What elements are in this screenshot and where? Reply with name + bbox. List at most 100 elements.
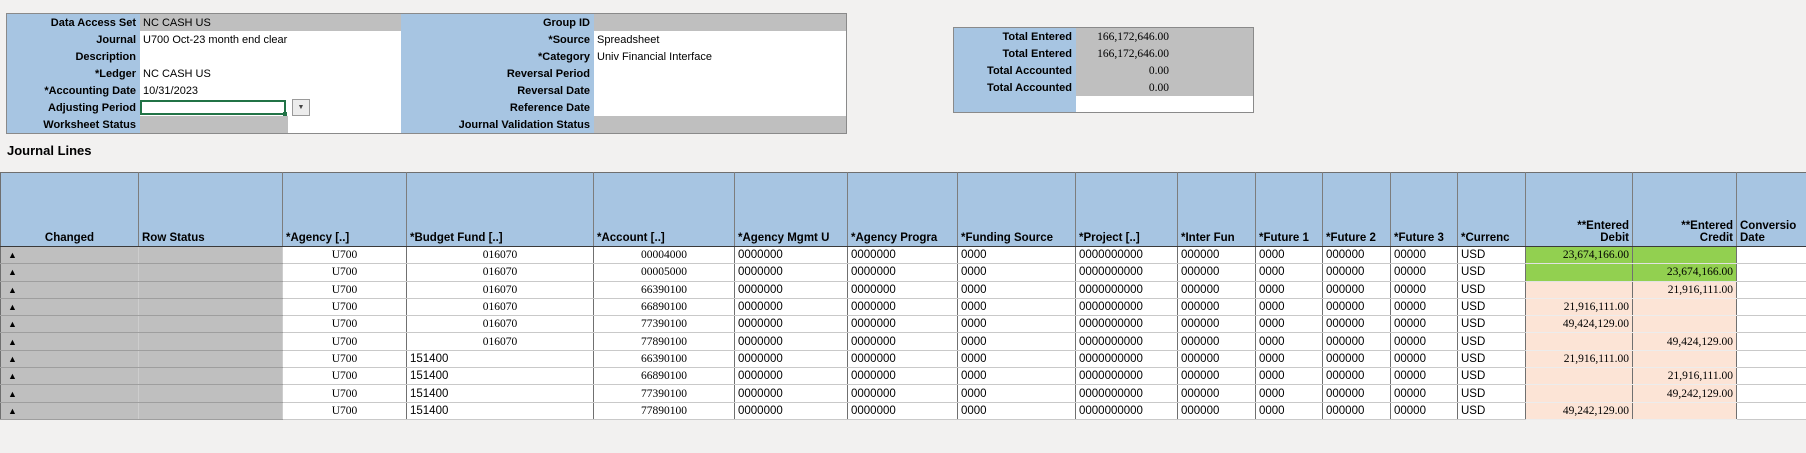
cell-funding_source[interactable]: 0000	[957, 332, 1076, 351]
cell-future_3[interactable]: 00000	[1390, 298, 1458, 317]
cell-entered_credit[interactable]: 23,674,166.00	[1632, 263, 1737, 282]
cell-future_3[interactable]: 00000	[1390, 263, 1458, 282]
cell-budget_fund[interactable]: 151400	[406, 350, 594, 369]
cell-future_2[interactable]: 000000	[1322, 367, 1391, 386]
cell-agency_mgmt[interactable]: 0000000	[734, 263, 848, 282]
cell-currency[interactable]: USD	[1457, 263, 1526, 282]
cell-agency_program[interactable]: 0000000	[847, 402, 958, 420]
cell-currency[interactable]: USD	[1457, 298, 1526, 317]
cell-future_1[interactable]: 0000	[1255, 367, 1323, 386]
cell-agency_program[interactable]: 0000000	[847, 367, 958, 386]
cell-account[interactable]: 77390100	[593, 384, 735, 403]
cell-budget_fund[interactable]: 151400	[406, 367, 594, 386]
cell-future_3[interactable]: 00000	[1390, 246, 1458, 265]
cell-conversion_date[interactable]	[1736, 402, 1806, 420]
cell-entered_credit[interactable]	[1632, 315, 1737, 334]
cell-budget_fund[interactable]: 016070	[406, 315, 594, 334]
cell-agency[interactable]: U700	[282, 367, 407, 386]
cell-future_3[interactable]: 00000	[1390, 350, 1458, 369]
cell-entered_credit[interactable]: 49,424,129.00	[1632, 332, 1737, 351]
cell-agency_program[interactable]: 0000000	[847, 281, 958, 299]
cell-budget_fund[interactable]: 016070	[406, 281, 594, 299]
cell-entered_credit[interactable]: 49,242,129.00	[1632, 384, 1737, 403]
cell-future_2[interactable]: 000000	[1322, 332, 1391, 351]
cell-future_2[interactable]: 000000	[1322, 402, 1391, 420]
cell-budget_fund[interactable]: 016070	[406, 263, 594, 282]
cell-budget_fund[interactable]: 151400	[406, 402, 594, 420]
cell-entered_debit[interactable]	[1525, 384, 1633, 403]
cell-agency_mgmt[interactable]: 0000000	[734, 350, 848, 369]
cell-inter_fund[interactable]: 000000	[1177, 263, 1256, 282]
adjusting-period-dropdown-button[interactable]: ▼	[292, 99, 310, 116]
cell-account[interactable]: 77890100	[593, 332, 735, 351]
cell-agency_mgmt[interactable]: 0000000	[734, 402, 848, 420]
cell-funding_source[interactable]: 0000	[957, 281, 1076, 299]
cell-entered_credit[interactable]	[1632, 246, 1737, 265]
cell-project[interactable]: 0000000000	[1075, 350, 1178, 369]
cell-entered_credit[interactable]	[1632, 402, 1737, 420]
cell-inter_fund[interactable]: 000000	[1177, 298, 1256, 317]
cell-budget_fund[interactable]: 016070	[406, 298, 594, 317]
cell-future_1[interactable]: 0000	[1255, 384, 1323, 403]
cell-future_3[interactable]: 00000	[1390, 332, 1458, 351]
cell-account[interactable]: 66390100	[593, 281, 735, 299]
cell-agency[interactable]: U700	[282, 281, 407, 299]
field-value-accounting-date[interactable]: 10/31/2023	[140, 82, 401, 99]
cell-agency_program[interactable]: 0000000	[847, 246, 958, 265]
cell-project[interactable]: 0000000000	[1075, 332, 1178, 351]
cell-future_3[interactable]: 00000	[1390, 367, 1458, 386]
cell-project[interactable]: 0000000000	[1075, 384, 1178, 403]
cell-currency[interactable]: USD	[1457, 315, 1526, 334]
cell-future_1[interactable]: 0000	[1255, 402, 1323, 420]
cell-conversion_date[interactable]	[1736, 384, 1806, 403]
cell-entered_debit[interactable]	[1525, 263, 1633, 282]
cell-project[interactable]: 0000000000	[1075, 315, 1178, 334]
cell-inter_fund[interactable]: 000000	[1177, 246, 1256, 265]
cell-currency[interactable]: USD	[1457, 246, 1526, 265]
cell-entered_credit[interactable]: 21,916,111.00	[1632, 281, 1737, 299]
cell-inter_fund[interactable]: 000000	[1177, 367, 1256, 386]
cell-future_2[interactable]: 000000	[1322, 384, 1391, 403]
cell-future_1[interactable]: 0000	[1255, 246, 1323, 265]
field-value-source[interactable]: Spreadsheet	[594, 31, 846, 48]
cell-future_2[interactable]: 000000	[1322, 298, 1391, 317]
cell-future_1[interactable]: 0000	[1255, 315, 1323, 334]
cell-future_1[interactable]: 0000	[1255, 350, 1323, 369]
field-value-category[interactable]: Univ Financial Interface	[594, 48, 846, 65]
cell-project[interactable]: 0000000000	[1075, 263, 1178, 282]
cell-entered_debit[interactable]	[1525, 281, 1633, 299]
cell-future_2[interactable]: 000000	[1322, 263, 1391, 282]
cell-agency[interactable]: U700	[282, 402, 407, 420]
cell-project[interactable]: 0000000000	[1075, 298, 1178, 317]
cell-conversion_date[interactable]	[1736, 246, 1806, 265]
cell-agency_mgmt[interactable]: 0000000	[734, 367, 848, 386]
cell-conversion_date[interactable]	[1736, 367, 1806, 386]
cell-future_3[interactable]: 00000	[1390, 281, 1458, 299]
cell-project[interactable]: 0000000000	[1075, 367, 1178, 386]
cell-agency_program[interactable]: 0000000	[847, 315, 958, 334]
cell-budget_fund[interactable]: 016070	[406, 246, 594, 265]
cell-inter_fund[interactable]: 000000	[1177, 402, 1256, 420]
cell-agency_mgmt[interactable]: 0000000	[734, 298, 848, 317]
cell-agency[interactable]: U700	[282, 332, 407, 351]
cell-agency[interactable]: U700	[282, 298, 407, 317]
cell-entered_debit[interactable]: 21,916,111.00	[1525, 298, 1633, 317]
cell-entered_credit[interactable]	[1632, 350, 1737, 369]
cell-entered_debit[interactable]	[1525, 332, 1633, 351]
cell-agency_program[interactable]: 0000000	[847, 384, 958, 403]
adjusting-period-input[interactable]	[140, 100, 287, 116]
cell-account[interactable]: 66390100	[593, 350, 735, 369]
cell-funding_source[interactable]: 0000	[957, 402, 1076, 420]
cell-conversion_date[interactable]	[1736, 350, 1806, 369]
cell-account[interactable]: 66890100	[593, 367, 735, 386]
cell-project[interactable]: 0000000000	[1075, 281, 1178, 299]
cell-entered_debit[interactable]	[1525, 367, 1633, 386]
cell-currency[interactable]: USD	[1457, 350, 1526, 369]
cell-agency_program[interactable]: 0000000	[847, 298, 958, 317]
cell-account[interactable]: 77890100	[593, 402, 735, 420]
cell-entered_credit[interactable]	[1632, 298, 1737, 317]
cell-agency_mgmt[interactable]: 0000000	[734, 315, 848, 334]
cell-conversion_date[interactable]	[1736, 298, 1806, 317]
cell-funding_source[interactable]: 0000	[957, 384, 1076, 403]
cell-agency_program[interactable]: 0000000	[847, 350, 958, 369]
